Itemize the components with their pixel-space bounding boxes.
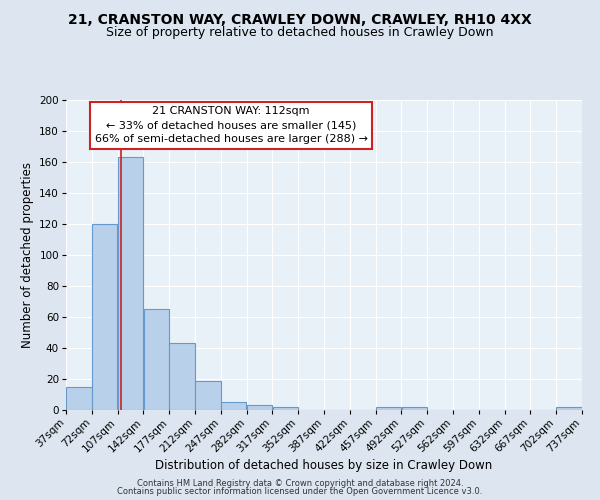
Text: Contains HM Land Registry data © Crown copyright and database right 2024.: Contains HM Land Registry data © Crown c… [137, 478, 463, 488]
Bar [66, 387, 92, 410]
Bar [556, 407, 582, 410]
Text: Contains public sector information licensed under the Open Government Licence v3: Contains public sector information licen… [118, 487, 482, 496]
Bar [143, 309, 169, 410]
Bar [195, 380, 221, 410]
Text: 21, CRANSTON WAY, CRAWLEY DOWN, CRAWLEY, RH10 4XX: 21, CRANSTON WAY, CRAWLEY DOWN, CRAWLEY,… [68, 12, 532, 26]
Text: 21 CRANSTON WAY: 112sqm
← 33% of detached houses are smaller (145)
66% of semi-d: 21 CRANSTON WAY: 112sqm ← 33% of detache… [95, 106, 368, 144]
Bar [247, 406, 272, 410]
Y-axis label: Number of detached properties: Number of detached properties [21, 162, 34, 348]
Bar [221, 402, 247, 410]
Text: Size of property relative to detached houses in Crawley Down: Size of property relative to detached ho… [106, 26, 494, 39]
Bar [401, 407, 427, 410]
Bar [169, 344, 195, 410]
X-axis label: Distribution of detached houses by size in Crawley Down: Distribution of detached houses by size … [155, 460, 493, 472]
Bar [272, 407, 298, 410]
Bar [376, 407, 401, 410]
Bar [118, 158, 143, 410]
Bar [92, 224, 118, 410]
